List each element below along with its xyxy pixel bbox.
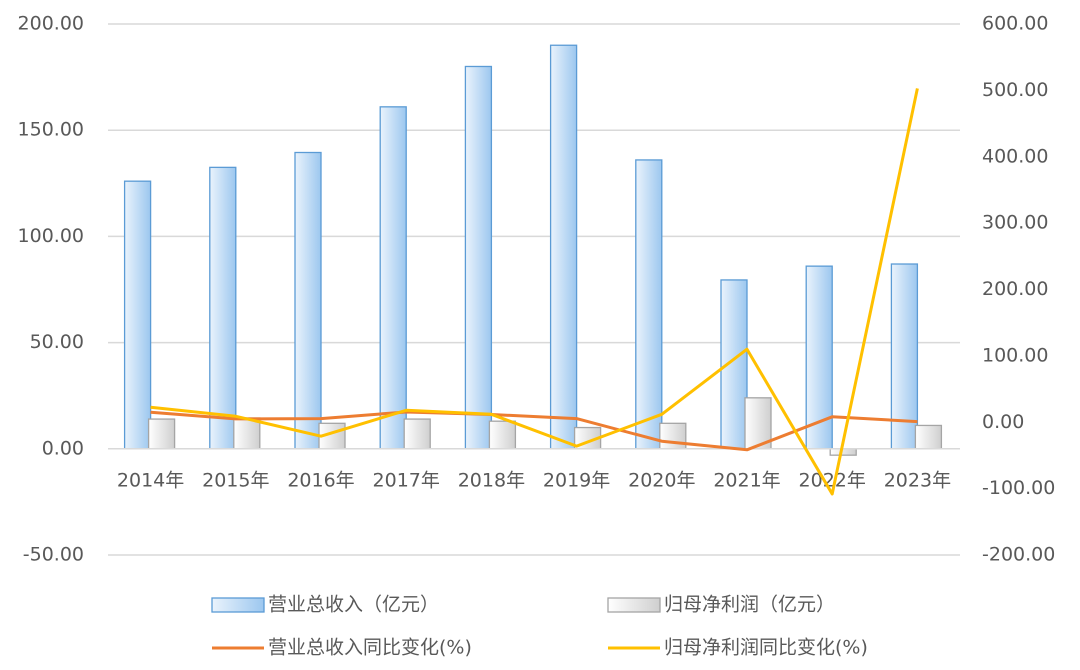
- line: [150, 88, 919, 496]
- x-tick-label: 2017年: [373, 470, 440, 492]
- bar: [294, 151, 322, 450]
- bar: [233, 417, 261, 450]
- y-tick-label: 150.00: [18, 119, 84, 141]
- legend-label: 归母净利润同比变化(%): [664, 637, 868, 659]
- y-tick-label: 50.00: [30, 331, 84, 353]
- bar: [549, 44, 578, 450]
- bar: [659, 422, 687, 450]
- bar: [147, 418, 176, 450]
- bar: [379, 106, 407, 450]
- y-tick-label: 0.00: [42, 437, 84, 459]
- y-tick-label: -50.00: [23, 544, 84, 566]
- legend-swatch: [607, 597, 661, 613]
- x-tick-label: 2021年: [713, 470, 780, 492]
- x-tick-label: 2014年: [117, 470, 184, 492]
- y2-tick-label: 200.00: [982, 278, 1048, 300]
- bar: [914, 424, 943, 450]
- y2-tick-label: 600.00: [982, 13, 1048, 35]
- bar: [890, 263, 919, 450]
- y2-tick-label: -100.00: [982, 477, 1055, 499]
- y2-tick-label: 0.00: [982, 411, 1024, 433]
- legend-label: 归母净利润（亿元）: [664, 594, 835, 616]
- x-tick-label: 2023年: [884, 470, 951, 492]
- bar: [403, 418, 431, 450]
- bar: [123, 180, 152, 450]
- x-tick-label: 2016年: [287, 470, 354, 492]
- line: [150, 410, 918, 452]
- x-tick-label: 2015年: [202, 470, 269, 492]
- y-tick-label: 100.00: [18, 225, 84, 247]
- y2-tick-label: 300.00: [982, 212, 1048, 234]
- legend-label: 营业总收入同比变化(%): [268, 637, 472, 659]
- x-tick-label: 2022年: [799, 470, 866, 492]
- y2-tick-label: 400.00: [982, 145, 1048, 167]
- x-tick-label: 2019年: [543, 470, 610, 492]
- y-tick-label: 200.00: [18, 13, 84, 35]
- bar: [464, 65, 493, 450]
- y2-tick-label: 100.00: [982, 344, 1048, 366]
- x-tick-label: 2018年: [458, 470, 525, 492]
- bar: [635, 159, 663, 450]
- bar: [209, 166, 237, 450]
- legend-label: 营业总收入（亿元）: [268, 594, 439, 616]
- bar: [829, 448, 857, 456]
- y2-tick-label: 500.00: [982, 79, 1048, 101]
- x-tick-label: 2020年: [628, 470, 695, 492]
- y2-tick-label: -200.00: [982, 544, 1055, 566]
- legend-swatch: [211, 597, 265, 613]
- bar: [488, 420, 517, 450]
